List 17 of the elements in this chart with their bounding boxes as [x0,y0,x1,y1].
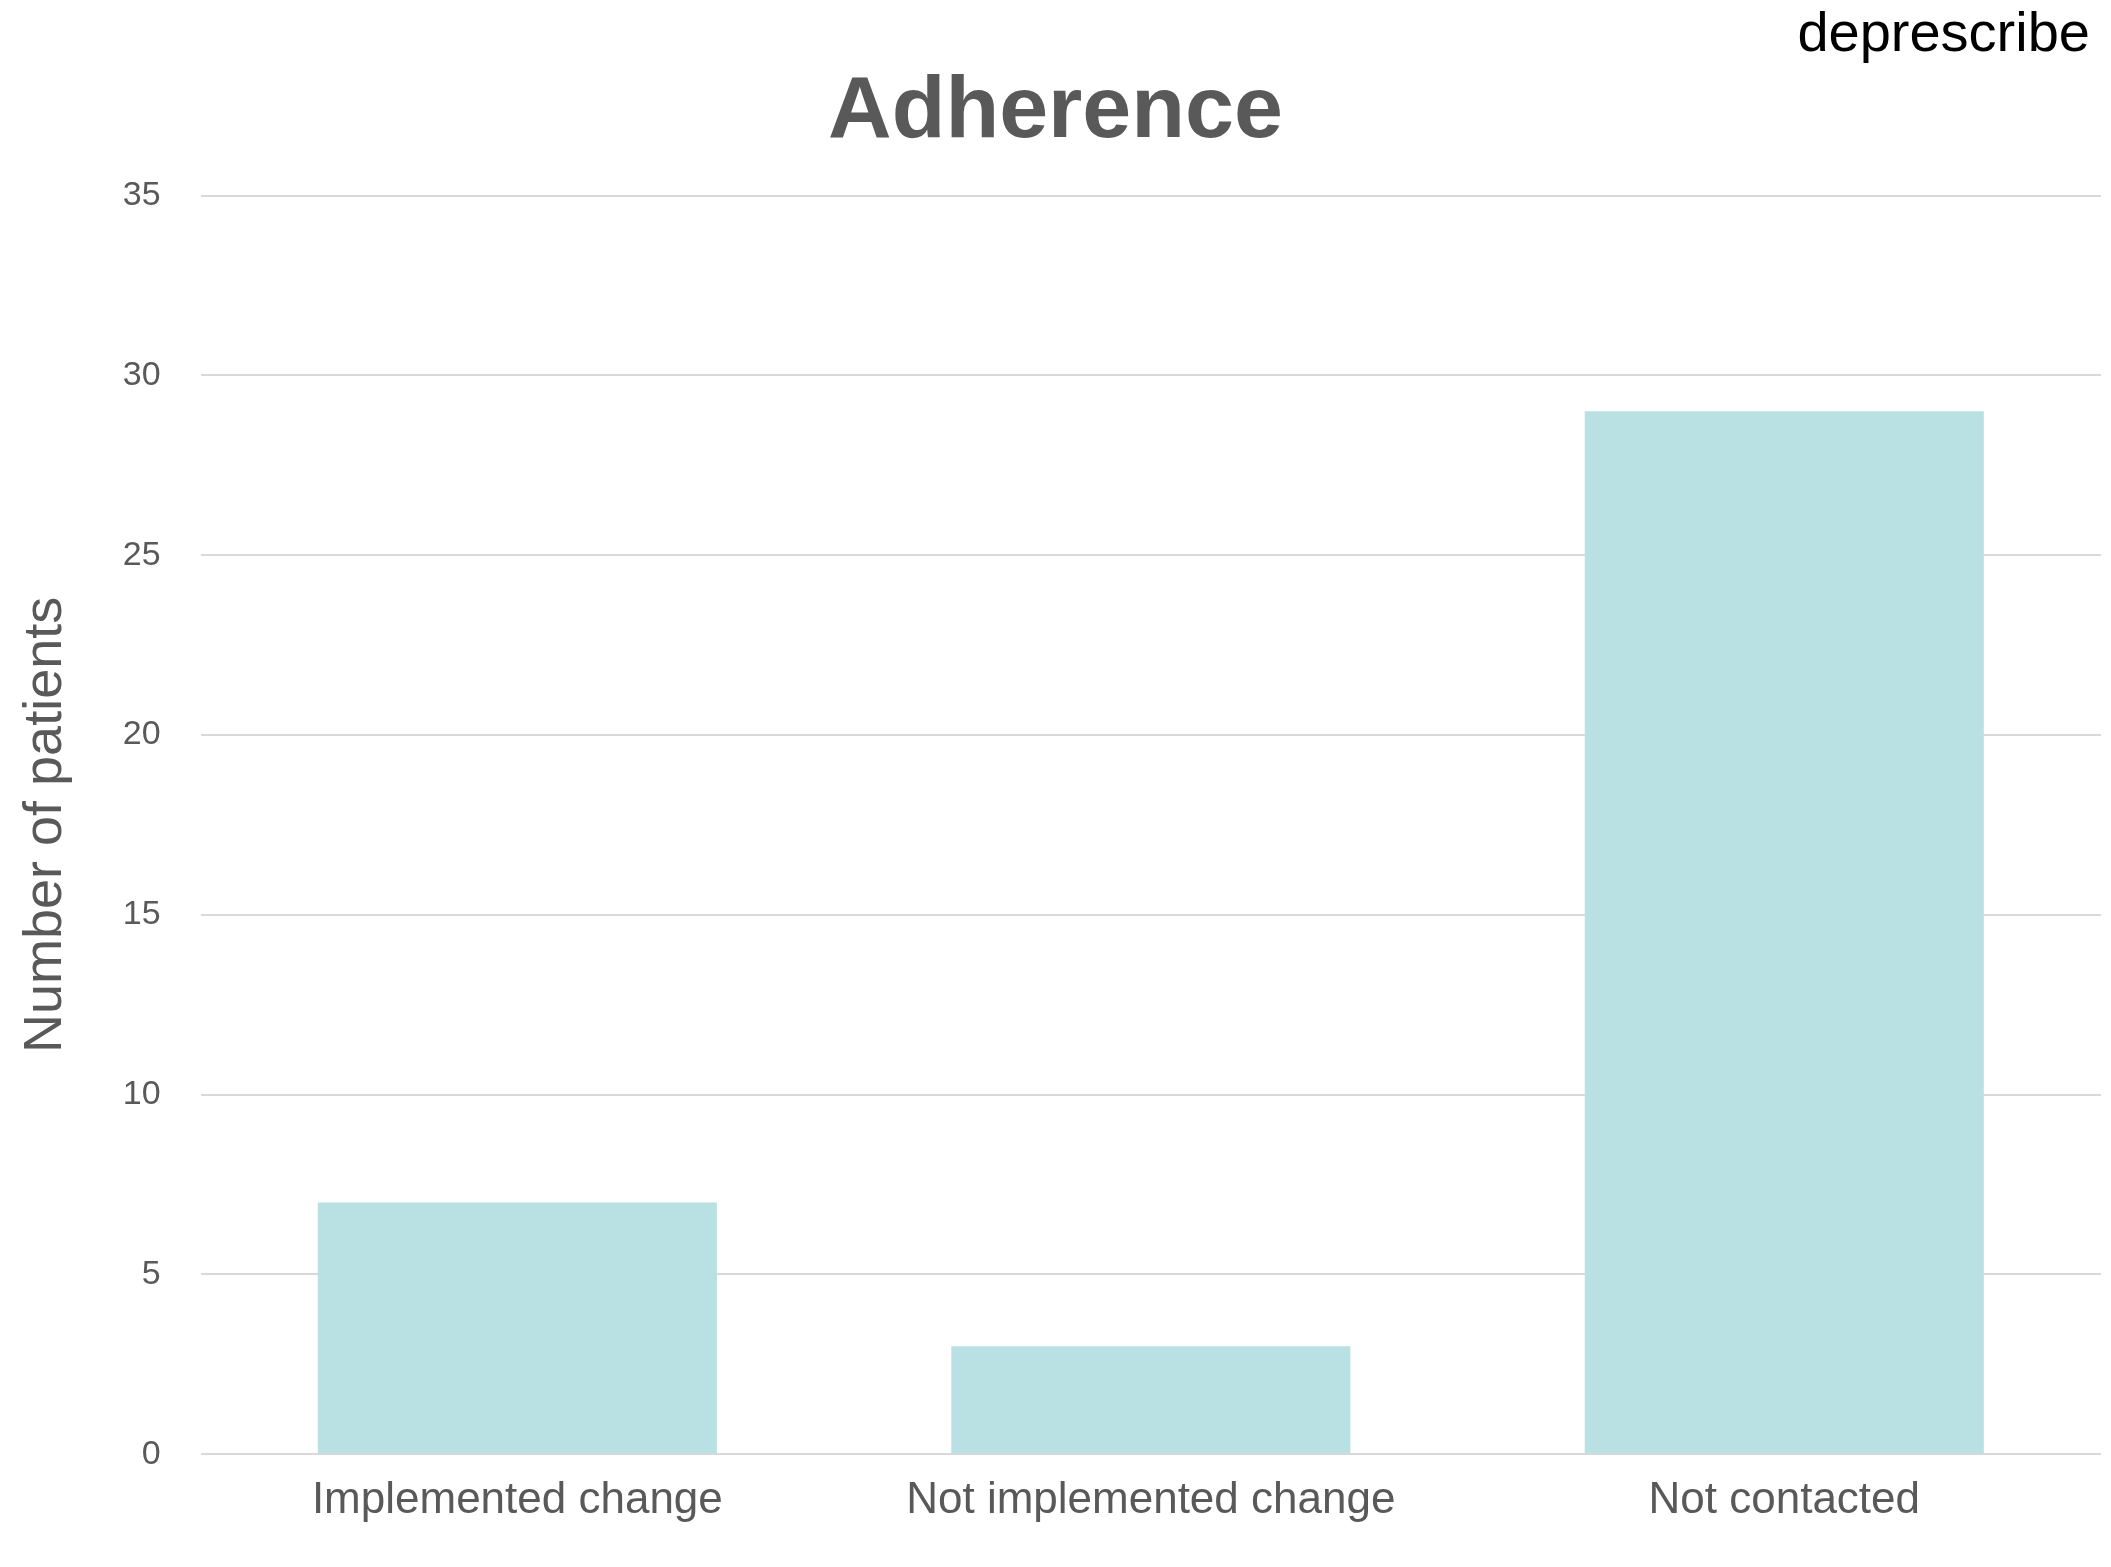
y-tick-label: 20 [122,713,161,752]
y-tick-label: 10 [122,1072,161,1111]
y-tick-label: 15 [122,893,161,932]
y-axis-title: Number of patients [12,596,73,1054]
x-tick-label: Not contacted [1648,1472,1921,1522]
y-tick-label: 5 [141,1252,161,1291]
x-tick-label: Not implemented change [906,1472,1396,1522]
x-tick-label: Implemented change [311,1472,723,1522]
bar [1584,411,1984,1454]
y-tick-label: 30 [122,353,161,392]
y-tick-label: 35 [122,173,161,212]
chart-title: Adherence [828,57,1283,157]
y-tick-label: 0 [141,1432,161,1471]
text: deprescribe [1797,0,2090,64]
bar [951,1346,1351,1454]
bar [317,1202,717,1454]
y-tick-label: 25 [122,533,161,572]
